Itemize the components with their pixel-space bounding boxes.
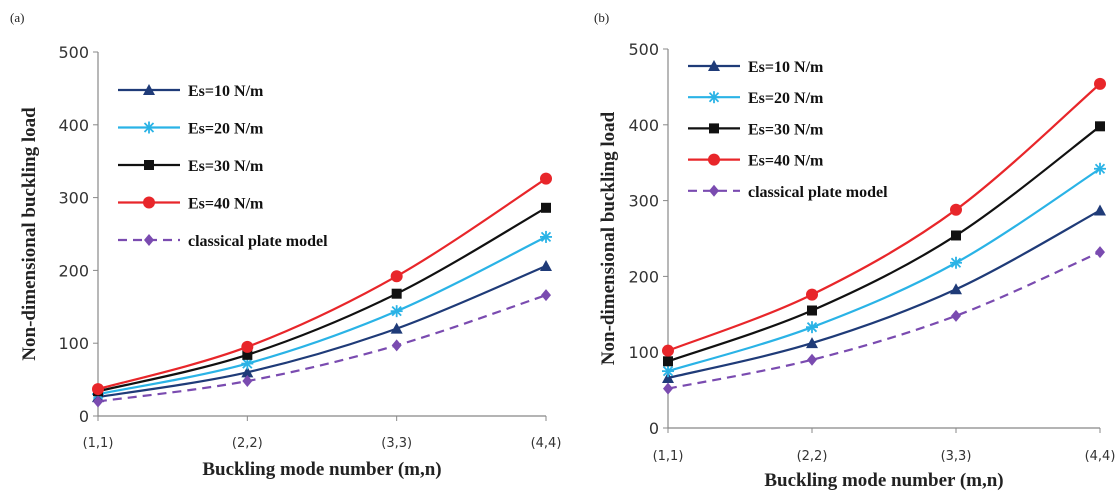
legend-marker xyxy=(708,153,720,166)
data-point-2-1 xyxy=(807,305,817,316)
data-point-1-2 xyxy=(950,256,962,269)
data-point-3-0 xyxy=(92,383,104,396)
y-tick-label: 100 xyxy=(58,334,89,353)
data-point-1-3 xyxy=(540,230,552,243)
legend-marker xyxy=(143,84,155,95)
data-point-0-1 xyxy=(806,337,818,349)
y-axis-label: Non-dimensional buckling load xyxy=(19,107,40,361)
legend-entry-label: Es=30 N/m xyxy=(748,121,824,138)
series-line-3 xyxy=(667,83,1101,352)
x-tick-label: (4,4) xyxy=(531,436,562,451)
data-point-0-1 xyxy=(241,366,254,378)
data-point-0-2 xyxy=(950,283,962,295)
legend-entry-label: Es=20 N/m xyxy=(748,90,824,107)
y-tick-label: 100 xyxy=(628,343,659,362)
series-line-1 xyxy=(97,235,547,396)
legend-entry-label: classical plate model xyxy=(188,233,328,250)
y-tick-label: 300 xyxy=(628,192,659,211)
series-line-0 xyxy=(667,209,1101,380)
legend-entry-label: Es=10 N/m xyxy=(748,59,824,76)
data-point-3-1 xyxy=(806,288,818,301)
x-tick-label: (2,2) xyxy=(232,436,263,451)
series-line-2 xyxy=(97,206,547,393)
y-tick-label: 200 xyxy=(628,267,659,286)
series-line-0 xyxy=(97,265,547,399)
data-point-2-3 xyxy=(541,202,551,213)
data-point-3-3 xyxy=(540,172,552,185)
x-tick-label: (3,3) xyxy=(941,449,972,464)
data-point-3-3 xyxy=(1094,77,1106,90)
y-tick-label: 200 xyxy=(58,261,89,280)
legend-entry-label: classical plate model xyxy=(748,184,888,201)
y-axis-label: Non-dimensional buckling load xyxy=(598,111,619,365)
series-line-2 xyxy=(667,125,1101,363)
x-axis-label: Buckling mode number (m,n) xyxy=(202,459,441,480)
legend-marker xyxy=(709,123,719,134)
data-point-0-3 xyxy=(1094,204,1106,216)
x-axis-label: Buckling mode number (m,n) xyxy=(764,470,1003,491)
data-point-4-2 xyxy=(951,309,961,322)
x-tick-label: (2,2) xyxy=(797,449,828,464)
legend-marker xyxy=(143,121,155,134)
x-tick-label: (3,3) xyxy=(381,436,412,451)
data-point-3-2 xyxy=(950,203,962,216)
y-tick-label: 0 xyxy=(649,419,659,438)
data-point-1-3 xyxy=(1094,162,1106,175)
legend-marker xyxy=(144,234,154,246)
legend-entry-label: Es=40 N/m xyxy=(748,153,824,170)
y-tick-label: 300 xyxy=(58,189,89,208)
legend-marker xyxy=(144,160,154,170)
data-point-2-2 xyxy=(391,288,402,299)
data-point-3-0 xyxy=(662,344,674,357)
legend-marker xyxy=(143,196,155,209)
data-point-3-2 xyxy=(390,270,403,283)
legend-entry-label: Es=10 N/m xyxy=(188,83,264,100)
x-tick-label: (4,4) xyxy=(1085,449,1116,464)
series-line-3 xyxy=(97,177,547,391)
data-point-4-0 xyxy=(93,395,103,408)
panel-label: (a) xyxy=(10,10,24,25)
data-point-4-1 xyxy=(242,375,253,388)
legend-marker xyxy=(709,184,719,197)
y-tick-label: 400 xyxy=(58,116,89,135)
legend-entry-label: Es=20 N/m xyxy=(188,121,264,138)
data-point-2-1 xyxy=(242,349,253,360)
data-point-4-2 xyxy=(391,339,402,352)
data-point-1-1 xyxy=(806,321,818,334)
data-point-0-3 xyxy=(540,260,552,272)
legend-marker xyxy=(708,60,720,71)
data-point-2-0 xyxy=(663,356,673,367)
data-point-0-0 xyxy=(662,371,674,383)
legend-marker xyxy=(708,91,720,104)
y-tick-label: 500 xyxy=(628,40,659,59)
legend: Es=10 N/m Es=20 N/m Es=30 N/m Es=40 N/m clas… xyxy=(118,83,328,250)
y-tick-label: 400 xyxy=(628,116,659,135)
data-point-3-1 xyxy=(241,340,254,353)
data-point-4-3 xyxy=(1095,246,1105,259)
data-point-1-0 xyxy=(662,365,674,378)
y-tick-label: 500 xyxy=(58,43,89,62)
series-line-4 xyxy=(667,251,1101,390)
legend-entry-label: Es=40 N/m xyxy=(188,196,264,213)
series-line-1 xyxy=(667,167,1101,373)
x-tick-label: (1,1) xyxy=(83,436,114,451)
series-line-4 xyxy=(97,294,547,403)
data-point-2-3 xyxy=(1095,121,1105,132)
data-point-4-1 xyxy=(807,353,817,366)
panel-label: (b) xyxy=(594,10,609,25)
data-point-1-2 xyxy=(390,305,403,318)
data-point-0-2 xyxy=(390,322,403,334)
legend-entry-label: Es=30 N/m xyxy=(188,158,264,175)
data-point-2-2 xyxy=(951,230,961,241)
x-tick-label: (1,1) xyxy=(653,449,684,464)
chart-panel-a: (a) 0 100 200 300 400 500 (1,1) (2,2) (3,3) (4,4) B… xyxy=(10,10,561,480)
data-point-4-0 xyxy=(663,382,673,395)
chart-panel-b: (b) 0 100 200 300 400 500 (1,1) (2,2) (3,3) (4,4) B… xyxy=(594,10,1115,491)
data-point-4-3 xyxy=(541,289,551,302)
legend: Es=10 N/m Es=20 N/m Es=30 N/m Es=40 N/m clas… xyxy=(688,59,888,201)
y-tick-label: 0 xyxy=(79,407,89,426)
